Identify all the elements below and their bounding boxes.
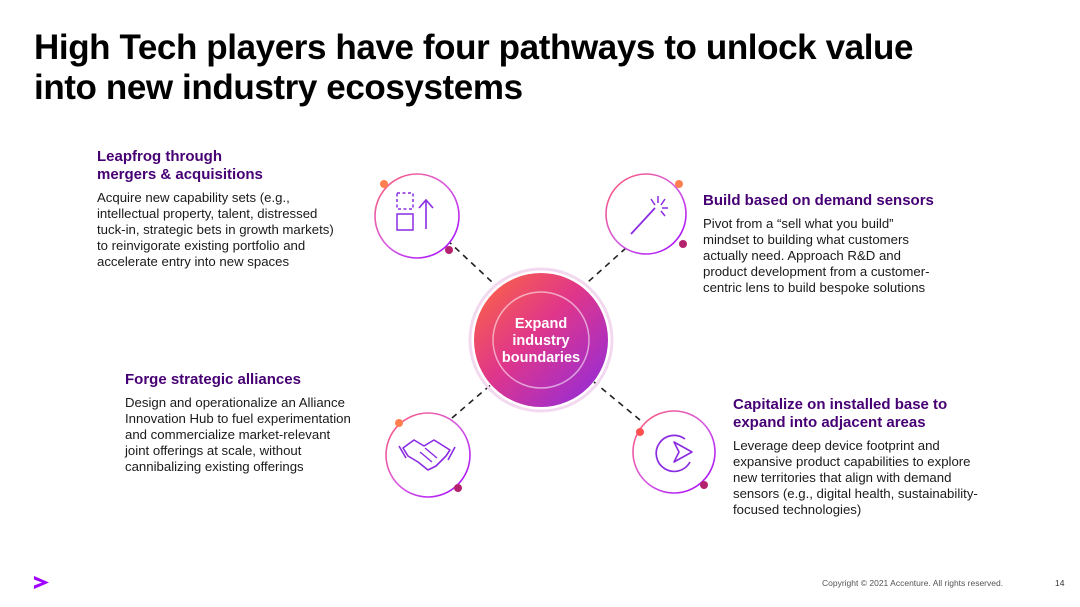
center-line-3: boundaries xyxy=(501,349,581,366)
target-arrow-icon xyxy=(632,410,716,494)
heading-line: Forge strategic alliances xyxy=(125,371,301,388)
text-line: tuck-in, strategic bets in growth market… xyxy=(97,222,334,237)
text-line: intellectual property, talent, distresse… xyxy=(97,206,318,221)
pathway-build-heading: Build based on demand sensors xyxy=(703,192,1033,210)
pathway-leapfrog: Leapfrog through mergers & acquisitions … xyxy=(97,148,397,270)
pathway-capitalize-heading: Capitalize on installed base to expand i… xyxy=(733,396,1063,432)
text-line: Acquire new capability sets (e.g., xyxy=(97,190,290,205)
magic-wand-icon xyxy=(605,173,687,255)
pathway-build-text: Pivot from a “sell what you build” minds… xyxy=(703,216,1033,296)
center-line-1: Expand xyxy=(514,315,568,332)
pathway-forge: Forge strategic alliances Design and ope… xyxy=(125,371,395,475)
text-line: new territories that align with demand xyxy=(733,470,952,485)
text-line: and commercialize market-relevant xyxy=(125,427,331,442)
text-line: Design and operationalize an Alliance xyxy=(125,395,345,410)
heading-line: expand into adjacent areas xyxy=(733,414,926,431)
heading-line: mergers & acquisitions xyxy=(97,166,263,183)
heading-line: Leapfrog through xyxy=(97,148,222,165)
heading-line: Capitalize on installed base to xyxy=(733,396,948,413)
center-outer-ring xyxy=(468,267,614,413)
pathway-forge-heading: Forge strategic alliances xyxy=(125,371,395,389)
slide-title: High Tech players have four pathways to … xyxy=(34,28,1054,108)
text-line: to reinvigorate existing portfolio and xyxy=(97,238,306,253)
pathway-capitalize: Capitalize on installed base to expand i… xyxy=(733,396,1063,518)
text-line: cannibalizing existing offerings xyxy=(125,459,304,474)
pathway-forge-text: Design and operationalize an Alliance In… xyxy=(125,395,395,475)
pathway-build: Build based on demand sensors Pivot from… xyxy=(703,192,1033,296)
accenture-logo-icon xyxy=(34,576,49,589)
text-line: expansive product capabilities to explor… xyxy=(733,454,971,469)
connector-top-right xyxy=(587,247,627,283)
copyright-text: Copyright © 2021 Accenture. All rights r… xyxy=(822,578,1004,588)
pathway-leapfrog-heading: Leapfrog through mergers & acquisitions xyxy=(97,148,397,184)
pathway-leapfrog-text: Acquire new capability sets (e.g., intel… xyxy=(97,190,397,270)
center-line-2: industry xyxy=(512,332,570,349)
text-line: sensors (e.g., digital health, sustainab… xyxy=(733,486,978,501)
text-line: Pivot from a “sell what you build” xyxy=(703,216,894,231)
text-line: actually need. Approach R&D and xyxy=(703,248,901,263)
center-label: Expand industry boundaries xyxy=(470,270,612,412)
page-number: 14 xyxy=(1055,578,1065,588)
text-line: centric lens to build bespoke solutions xyxy=(703,280,926,295)
text-line: joint offerings at scale, without xyxy=(125,443,302,458)
connector-bottom-right xyxy=(593,381,641,421)
text-line: Innovation Hub to fuel experimentation xyxy=(125,411,351,426)
title-line-1: High Tech players have four pathways to … xyxy=(34,28,914,67)
pathway-capitalize-text: Leverage deep device footprint and expan… xyxy=(733,438,1063,518)
heading-line: Build based on demand sensors xyxy=(703,192,934,209)
text-line: product development from a customer- xyxy=(703,264,930,279)
title-line-2: into new industry ecosystems xyxy=(34,68,523,107)
text-line: focused technologies) xyxy=(733,502,862,517)
handshake-icon xyxy=(385,412,471,498)
center-inner-ring xyxy=(492,291,590,389)
text-line: mindset to building what customers xyxy=(703,232,909,247)
acquisition-icon xyxy=(374,173,460,259)
text-line: Leverage deep device footprint and xyxy=(733,438,940,453)
text-line: accelerate entry into new spaces xyxy=(97,254,290,269)
